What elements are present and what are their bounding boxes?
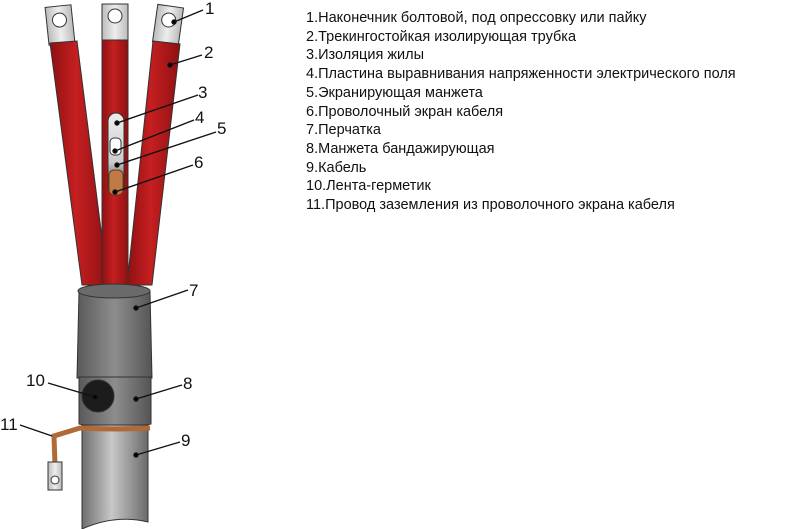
lug-right <box>151 3 185 47</box>
callout-6: 6 <box>194 153 203 172</box>
tube-right <box>126 40 181 286</box>
legend-item: 1.Наконечник болтовой, под опрессовку ил… <box>306 10 647 26</box>
tube-left <box>49 40 109 286</box>
legend-item: 8.Манжета бандажирующая <box>306 140 495 157</box>
cable-termination-drawing: 1 2 3 4 5 6 7 8 9 10 11 <box>0 0 226 529</box>
legend-item: 9.Кабель <box>306 159 367 176</box>
parts-legend: 1.Наконечник болтовой, под опрессовку ил… <box>306 9 736 215</box>
cable <box>81 424 149 529</box>
glove <box>76 285 153 379</box>
callout-4: 4 <box>195 108 204 127</box>
lug-left <box>44 4 76 46</box>
legend-item: 11.Провод заземления из проволочного экр… <box>306 197 675 214</box>
callout-9: 9 <box>181 431 190 450</box>
callout-8: 8 <box>183 374 192 393</box>
ground-lug <box>47 461 63 491</box>
legend-item: 4.Пластина выравнивания напряженности эл… <box>306 66 736 83</box>
callout-3: 3 <box>198 83 207 102</box>
ground-wire <box>51 425 151 466</box>
legend-item: 5.Экранирующая манжета <box>306 84 483 101</box>
legend-item: 3.Изоляция жилы <box>306 47 425 64</box>
callout-11: 11 <box>0 415 18 434</box>
legend-item: 7.Перчатка <box>306 122 381 139</box>
legend-item: 2.Трекингостойкая изолирующая трубка <box>306 28 577 45</box>
leader-lines <box>19 9 217 458</box>
lug-center <box>101 3 129 43</box>
callout-1: 1 <box>205 0 214 18</box>
legend-item: 6.Проволочный экран кабеля <box>306 103 504 120</box>
callout-7: 7 <box>189 281 198 300</box>
legend-item: 10.Лента-герметик <box>306 178 431 195</box>
callout-2: 2 <box>204 43 213 62</box>
sealant-tape <box>81 379 115 413</box>
wire-screen <box>108 169 124 196</box>
callout-10: 10 <box>26 371 45 390</box>
callout-5: 5 <box>217 119 226 138</box>
